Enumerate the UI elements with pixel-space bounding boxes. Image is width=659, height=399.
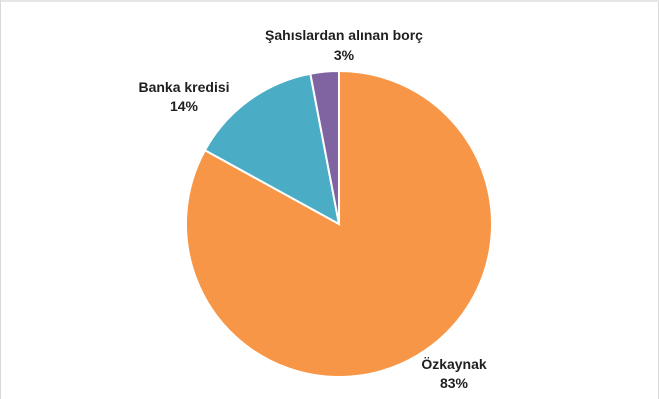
top-strip [1,0,659,2]
pie-slice-sahislardan-alinan-borc [309,69,340,225]
pie-slices [185,69,493,378]
slice-value-sahislardan-alinan-borc: 3% [334,47,355,63]
slice-label-ozkaynak: Özkaynak [421,356,487,372]
slice-label-sahislardan-alinan-borc: Şahıslardan alınan borç [265,27,423,43]
slice-label-banka-kredisi: Banka kredisi [138,79,229,95]
slice-value-ozkaynak: 83% [440,375,469,391]
slice-value-banka-kredisi: 14% [170,98,199,114]
pie-slice-banka-kredisi [203,72,341,226]
